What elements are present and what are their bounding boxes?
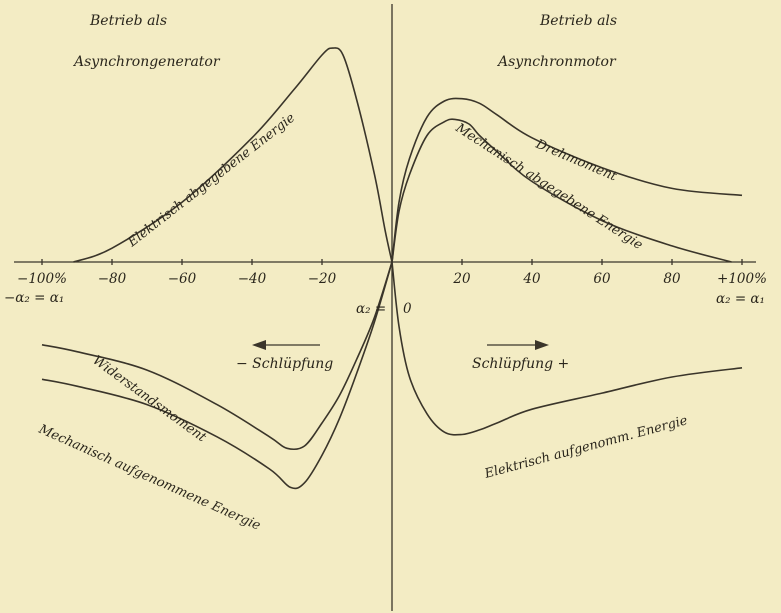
x-tick-label: −60	[168, 271, 197, 287]
label-elektrisch-abgegebene-energie: Elektrisch abgegebene Energie	[124, 110, 298, 250]
series-line-4	[41, 261, 393, 490]
right-region-heading-2: Asynchronmotor	[496, 54, 617, 70]
series-line-2	[391, 118, 732, 263]
x-tick-label: +100%	[717, 271, 767, 287]
right-arrow-head	[535, 340, 549, 350]
origin-label: 0	[403, 301, 412, 317]
curves	[41, 47, 743, 490]
positive-slip-label: Schlüpfung +	[472, 356, 569, 372]
x-tick-label: 60	[593, 271, 611, 287]
x-tick-label: −80	[98, 271, 127, 287]
x-axis-ticks: −100% −80 −60 −40 −20 20 40 60 80 +100%	[17, 259, 767, 287]
x-tick-label: −20	[308, 271, 337, 287]
negative-slip-label: − Schlüpfung	[236, 356, 333, 372]
x-tick-label: 80	[663, 271, 681, 287]
left-region-heading-1: Betrieb als	[89, 13, 167, 29]
alpha-center-label: α₂ =	[356, 301, 386, 317]
label-mechanisch-aufgenommene-energie: Mechanisch aufgenommene Energie	[35, 422, 262, 534]
series-line-3	[41, 261, 393, 451]
label-widerstandsmoment: Widerstandsmoment	[90, 353, 210, 446]
series-line-5	[391, 261, 743, 436]
alpha-left-label: −α₂ = α₁	[4, 290, 64, 306]
left-arrow-head	[252, 340, 266, 350]
alpha-right-label: α₂ = α₁	[716, 291, 765, 307]
x-tick-label: −40	[238, 271, 267, 287]
label-elektrisch-aufgenommene-energie: Elektrisch aufgenomm. Energie	[482, 413, 689, 482]
series-line-0	[73, 47, 393, 263]
x-tick-label: 40	[522, 271, 541, 287]
series-line-1	[391, 97, 743, 263]
left-region-heading-2: Asynchrongenerator	[72, 54, 221, 70]
x-tick-label: 20	[452, 271, 471, 287]
x-tick-label: −100%	[17, 271, 67, 287]
right-region-heading-1: Betrieb als	[539, 13, 617, 29]
